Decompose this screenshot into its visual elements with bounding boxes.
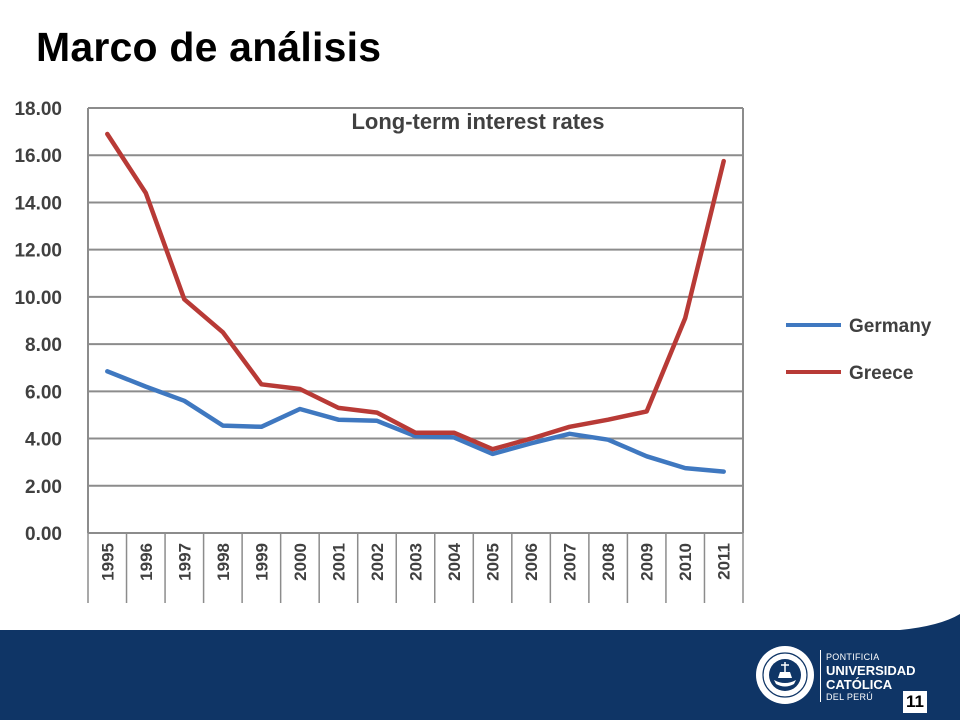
x-tick-label: 1996 <box>137 543 156 581</box>
chart-legend: Germany Greece <box>786 316 932 384</box>
chart-series <box>105 131 726 474</box>
legend-label-greece: Greece <box>849 363 913 384</box>
x-axis-ticks: 1995 1996 1997 1998 1999 2000 2001 2002 2003 2004… <box>98 542 733 580</box>
y-tick-label: 4.00 <box>25 430 62 451</box>
y-tick-label: 12.00 <box>14 241 62 262</box>
x-tick-label: 2011 <box>715 543 734 580</box>
series-line-greece <box>105 131 726 452</box>
series-line-germany <box>105 369 726 474</box>
logo-del-peru: DEL PERÚ <box>826 692 874 702</box>
x-tick-label: 1995 <box>98 543 117 581</box>
legend-label-germany: Germany <box>849 316 932 337</box>
y-tick-label: 2.00 <box>25 477 62 498</box>
x-tick-label: 2010 <box>676 543 695 581</box>
university-logo: PONTIFICIA UNIVERSIDAD CATÓLICA DEL PERÚ <box>754 644 954 714</box>
x-tick-label: 2008 <box>599 543 618 581</box>
x-tick-label: 2005 <box>484 543 503 581</box>
x-tick-label: 1998 <box>214 543 233 581</box>
x-tick-label: 1999 <box>252 543 271 581</box>
logo-universidad: UNIVERSIDAD <box>826 663 916 678</box>
logo-divider <box>820 650 821 702</box>
x-tick-label: 2009 <box>638 543 657 581</box>
y-tick-label: 16.00 <box>14 146 62 167</box>
page-number: 11 <box>903 691 927 713</box>
x-tick-label: 2002 <box>368 543 387 581</box>
y-axis-ticks: 0.00 2.00 4.00 6.00 8.00 10.00 12.00 14.00 16.00… <box>14 99 62 545</box>
y-tick-label: 8.00 <box>25 335 62 356</box>
logo-catolica: CATÓLICA <box>826 677 893 692</box>
x-tick-label: 2006 <box>522 543 541 581</box>
chart-title: Long-term interest rates <box>351 109 604 134</box>
chart-gridlines <box>87 107 744 603</box>
x-tick-label: 2003 <box>407 543 426 581</box>
y-tick-label: 10.00 <box>14 288 62 309</box>
x-tick-label: 2004 <box>445 542 464 580</box>
university-seal-icon <box>756 646 814 704</box>
y-tick-label: 18.00 <box>14 99 62 120</box>
y-tick-label: 14.00 <box>14 193 62 214</box>
x-tick-label: 1997 <box>175 543 194 581</box>
x-tick-label: 2007 <box>561 543 580 581</box>
y-tick-label: 6.00 <box>25 382 62 403</box>
logo-pontificia: PONTIFICIA <box>826 652 880 662</box>
slide-title: Marco de análisis <box>36 24 382 70</box>
x-tick-label: 2001 <box>329 543 348 581</box>
x-tick-label: 2000 <box>291 543 310 581</box>
y-tick-label: 0.00 <box>25 524 62 545</box>
